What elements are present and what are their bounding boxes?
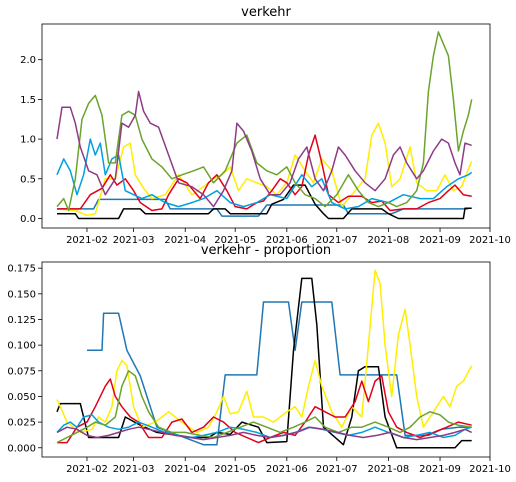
y-tick-label: 1.5 <box>20 95 36 106</box>
x-tick-label: 2021-06 <box>266 235 308 246</box>
plot-frame <box>41 261 491 458</box>
series-line-3 <box>56 122 473 217</box>
series-line-5 <box>56 138 473 210</box>
chart-panel-verkehr-proportion: verkehr - proportion 2021-02 2021-03 2021-… <box>7 243 511 475</box>
series-line-2 <box>56 277 472 449</box>
plot-frame <box>41 23 491 229</box>
series-layer <box>56 31 473 220</box>
x-tick-label: 2021-10 <box>469 464 511 475</box>
x-tick-label: 2021-02 <box>66 464 108 475</box>
series-line-6 <box>56 370 472 444</box>
x-tick-label: 2021-02 <box>66 235 108 246</box>
chart-title: verkehr - proportion <box>201 243 331 258</box>
x-tick-label: 2021-09 <box>419 235 461 246</box>
y-tick-label: 0.025 <box>7 418 36 429</box>
x-tick-label: 2021-08 <box>368 464 410 475</box>
x-tick-label: 2021-07 <box>316 464 358 475</box>
y-tick-label: 2.0 <box>20 55 36 66</box>
y-tick-label: 0.000 <box>7 443 36 454</box>
chart-panel-verkehr: verkehr 2021-02 2021-03 2021-04 2021-05 2021… <box>20 5 511 246</box>
x-tick-label: 2021-03 <box>113 235 155 246</box>
series-line-3 <box>56 269 473 434</box>
y-tick-label: 0.5 <box>20 174 36 185</box>
x-tick-label: 2021-04 <box>164 235 206 246</box>
series-line-4 <box>57 375 472 444</box>
chart-title: verkehr <box>241 5 291 20</box>
x-tick-label: 2021-05 <box>214 464 256 475</box>
y-tick-label: 0.0 <box>20 214 36 225</box>
x-tick-label: 2021-04 <box>164 464 206 475</box>
axis-layer: 2021-02 2021-03 2021-04 2021-05 2021-06 2021-… <box>20 55 511 246</box>
series-line-7 <box>56 426 473 441</box>
series-line-1 <box>57 198 469 217</box>
y-tick-label: 0.075 <box>7 366 36 377</box>
x-tick-label: 2021-09 <box>419 464 461 475</box>
y-tick-label: 0.100 <box>7 341 36 352</box>
series-line-6 <box>56 31 473 212</box>
x-tick-label: 2021-03 <box>113 464 155 475</box>
series-line-7 <box>56 90 472 208</box>
y-tick-label: 0.050 <box>7 392 36 403</box>
x-tick-label: 2021-10 <box>469 235 511 246</box>
y-tick-label: 0.175 <box>7 264 36 275</box>
series-line-2 <box>57 184 472 220</box>
x-tick-label: 2021-05 <box>214 235 256 246</box>
y-tick-label: 1.0 <box>20 135 36 146</box>
series-layer <box>56 269 473 449</box>
y-tick-label: 0.150 <box>7 289 36 300</box>
axis-layer: 2021-02 2021-03 2021-04 2021-05 2021-06 2021-… <box>7 264 511 475</box>
x-tick-label: 2021-06 <box>266 464 308 475</box>
y-tick-label: 0.125 <box>7 315 36 326</box>
x-tick-label: 2021-07 <box>316 235 358 246</box>
x-tick-label: 2021-08 <box>368 235 410 246</box>
